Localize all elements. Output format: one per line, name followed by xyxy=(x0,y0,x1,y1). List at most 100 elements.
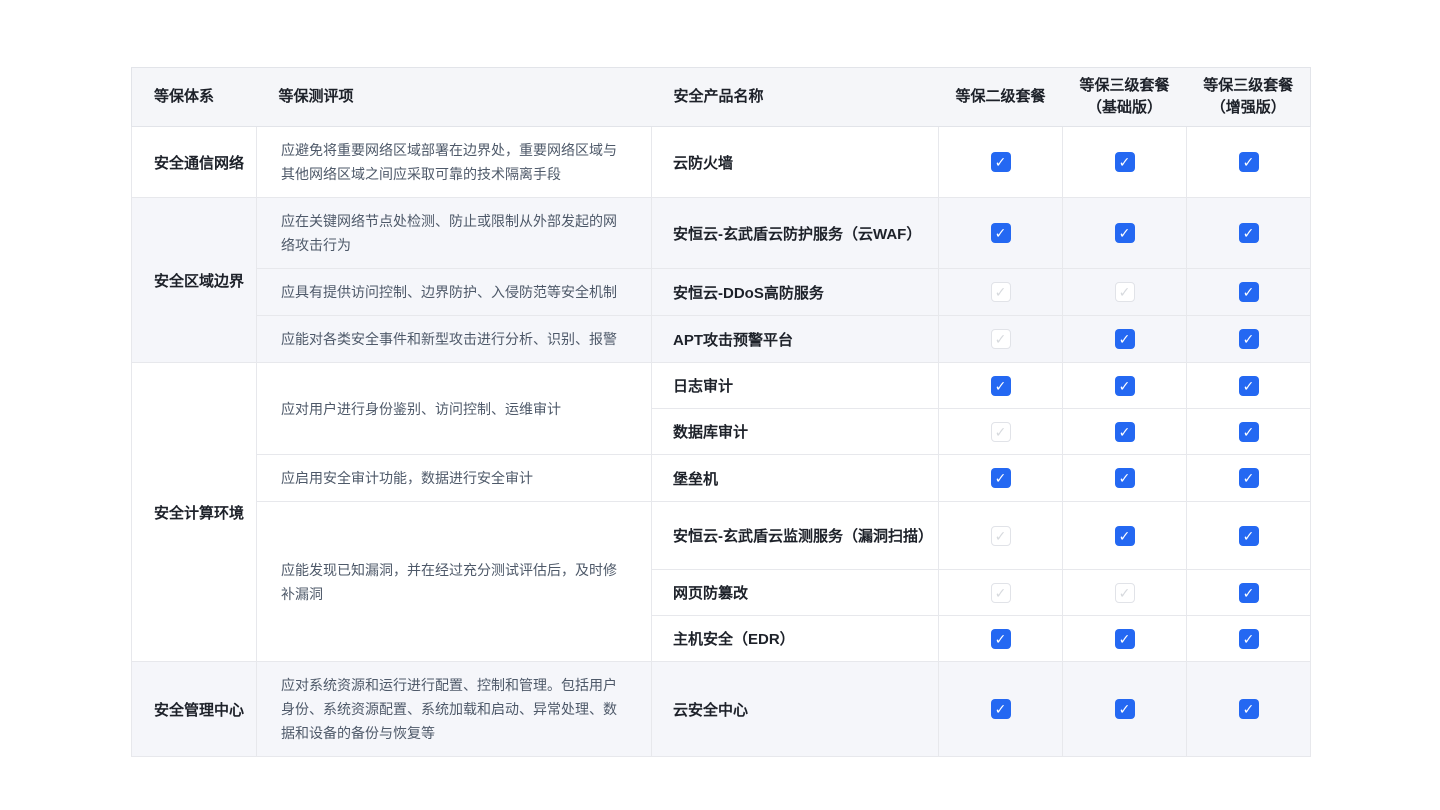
level3-enhanced-check-cell: ✓ xyxy=(1186,268,1311,316)
checkbox-checked[interactable]: ✓ xyxy=(1114,329,1135,349)
item-cell: 应避免将重要网络区域部署在边界处，重要网络区域与其他网络区域之间应采取可靠的技术… xyxy=(256,126,652,198)
level3-enhanced-check-cell: ✓ xyxy=(1186,126,1311,198)
table-row: 主机安全（EDR） ✓ ✓ ✓ xyxy=(132,615,1311,662)
level3-basic-check-cell: ✓ xyxy=(1062,268,1187,316)
column-header-label: 安全产品名称 xyxy=(673,88,764,105)
checkbox-checked[interactable]: ✓ xyxy=(990,468,1011,488)
level2-check-cell: ✓ xyxy=(938,408,1063,455)
checkbox-checked[interactable]: ✓ xyxy=(990,152,1011,172)
checkbox-checked[interactable]: ✓ xyxy=(990,628,1011,649)
level3-basic-check-cell: ✓ xyxy=(1062,454,1187,502)
level2-check-cell: ✓ xyxy=(938,268,1063,316)
item-cell: 应在关键网络节点处检测、防止或限制从外部发起的网络攻击行为 xyxy=(256,197,652,269)
checkbox-unchecked[interactable]: ✓ xyxy=(990,282,1011,302)
checkbox-checked[interactable]: ✓ xyxy=(1114,152,1135,172)
product-cell: 数据库审计 xyxy=(651,408,939,455)
level3-basic-check-cell: ✓ xyxy=(1062,362,1187,409)
column-header-item: 等保测评项 xyxy=(256,67,652,127)
product-cell: 安恒云-DDoS高防服务 xyxy=(651,268,939,316)
column-header-level2-package: 等保二级套餐 xyxy=(938,67,1063,127)
checkbox-checked[interactable]: ✓ xyxy=(1238,282,1259,302)
mlps-package-table: 等保体系 等保测评项 安全产品名称 等保二级套餐 等保三级套餐 （基础版） 等保三… xyxy=(131,67,1311,757)
checkbox-checked[interactable]: ✓ xyxy=(1238,223,1259,243)
checkbox-checked[interactable]: ✓ xyxy=(1238,525,1259,546)
checkbox-unchecked[interactable]: ✓ xyxy=(1114,582,1135,603)
checkbox-checked[interactable]: ✓ xyxy=(990,375,1011,396)
level3-basic-check-cell: ✓ xyxy=(1062,569,1187,616)
level2-check-cell: ✓ xyxy=(938,315,1063,363)
table-row: 应能发现已知漏洞，并在经过充分测试评估后，及时修补漏洞 安恒云-玄武盾云监测服务… xyxy=(132,501,1311,662)
column-header-sublabel: （基础版） xyxy=(1086,99,1162,116)
level2-check-cell: ✓ xyxy=(938,197,1063,269)
checkbox-checked[interactable]: ✓ xyxy=(1114,525,1135,546)
level3-enhanced-check-cell: ✓ xyxy=(1186,501,1311,570)
level3-basic-check-cell: ✓ xyxy=(1062,315,1187,363)
checkbox-checked[interactable]: ✓ xyxy=(1238,468,1259,488)
checkbox-checked[interactable]: ✓ xyxy=(990,223,1011,243)
column-header-label: 等保三级套餐 xyxy=(1203,77,1294,94)
checkbox-checked[interactable]: ✓ xyxy=(1238,152,1259,172)
checkbox-checked[interactable]: ✓ xyxy=(1114,375,1135,396)
table-row: 安全区域边界 应在关键网络节点处检测、防止或限制从外部发起的网络攻击行为 安恒云… xyxy=(131,197,1311,363)
level3-enhanced-check-cell: ✓ xyxy=(1186,197,1311,269)
level2-check-cell: ✓ xyxy=(938,661,1063,757)
checkbox-checked[interactable]: ✓ xyxy=(1238,329,1259,349)
table-row: 应能对各类安全事件和新型攻击进行分析、识别、报警 APT攻击预警平台 ✓ ✓ ✓ xyxy=(132,315,1311,363)
system-cell: 安全通信网络 xyxy=(131,126,257,198)
header-row: 等保体系 等保测评项 安全产品名称 等保二级套餐 等保三级套餐 （基础版） 等保三… xyxy=(131,67,1311,127)
level2-check-cell: ✓ xyxy=(938,569,1063,616)
product-cell: 主机安全（EDR） xyxy=(651,615,939,662)
level2-check-cell: ✓ xyxy=(938,454,1063,502)
mlps-package-comparison: 等保体系 等保测评项 安全产品名称 等保二级套餐 等保三级套餐 （基础版） 等保三… xyxy=(131,67,1311,757)
level3-enhanced-check-cell: ✓ xyxy=(1186,569,1311,616)
checkbox-checked[interactable]: ✓ xyxy=(1114,699,1135,719)
level3-enhanced-check-cell: ✓ xyxy=(1186,408,1311,455)
product-cell: 云安全中心 xyxy=(651,661,939,757)
column-header-label: 等保体系 xyxy=(154,88,215,105)
item-cell: 应能对各类安全事件和新型攻击进行分析、识别、报警 xyxy=(256,315,652,363)
level3-basic-check-cell: ✓ xyxy=(1062,661,1187,757)
level2-check-cell: ✓ xyxy=(938,362,1063,409)
column-header-system: 等保体系 xyxy=(131,67,257,127)
item-cell: 应具有提供访问控制、边界防护、入侵防范等安全机制 xyxy=(256,268,652,316)
checkbox-checked[interactable]: ✓ xyxy=(1238,628,1259,649)
level2-check-cell: ✓ xyxy=(938,126,1063,198)
checkbox-checked[interactable]: ✓ xyxy=(1238,699,1259,719)
level3-basic-check-cell: ✓ xyxy=(1062,197,1187,269)
checkbox-unchecked[interactable]: ✓ xyxy=(990,421,1011,442)
item-cell: 应对系统资源和运行进行配置、控制和管理。包括用户身份、系统资源配置、系统加载和启… xyxy=(256,661,652,757)
checkbox-unchecked[interactable]: ✓ xyxy=(990,329,1011,349)
product-cell: 云防火墙 xyxy=(651,126,939,198)
level3-basic-check-cell: ✓ xyxy=(1062,408,1187,455)
level3-basic-check-cell: ✓ xyxy=(1062,501,1187,570)
product-cell: 网页防篡改 xyxy=(651,569,939,616)
system-cell: 安全计算环境 xyxy=(131,362,257,662)
level3-basic-check-cell: ✓ xyxy=(1062,615,1187,662)
system-cell: 安全区域边界 xyxy=(131,197,257,363)
checkbox-checked[interactable]: ✓ xyxy=(1238,582,1259,603)
checkbox-unchecked[interactable]: ✓ xyxy=(990,582,1011,603)
product-cell: 日志审计 xyxy=(651,362,939,409)
column-header-sublabel: （增强版） xyxy=(1210,99,1286,116)
product-cell: 安恒云-玄武盾云防护服务（云WAF） xyxy=(651,197,939,269)
table-row: 安全管理中心 应对系统资源和运行进行配置、控制和管理。包括用户身份、系统资源配置… xyxy=(131,661,1311,757)
product-cell: 堡垒机 xyxy=(651,454,939,502)
checkbox-checked[interactable]: ✓ xyxy=(1114,628,1135,649)
table-row: 网页防篡改 ✓ ✓ ✓ xyxy=(132,569,1311,616)
checkbox-checked[interactable]: ✓ xyxy=(1238,421,1259,442)
checkbox-unchecked[interactable]: ✓ xyxy=(990,525,1011,546)
level3-enhanced-check-cell: ✓ xyxy=(1186,362,1311,409)
checkbox-checked[interactable]: ✓ xyxy=(1114,421,1135,442)
product-cell: APT攻击预警平台 xyxy=(651,315,939,363)
checkbox-unchecked[interactable]: ✓ xyxy=(1114,282,1135,302)
item-cell: 应启用安全审计功能，数据进行安全审计 xyxy=(256,454,652,502)
table-row: 应具有提供访问控制、边界防护、入侵防范等安全机制 安恒云-DDoS高防服务 ✓ … xyxy=(132,268,1311,316)
checkbox-checked[interactable]: ✓ xyxy=(1114,223,1135,243)
checkbox-checked[interactable]: ✓ xyxy=(1238,375,1259,396)
checkbox-checked[interactable]: ✓ xyxy=(990,699,1011,719)
checkbox-checked[interactable]: ✓ xyxy=(1114,468,1135,488)
level3-enhanced-check-cell: ✓ xyxy=(1186,615,1311,662)
level3-enhanced-check-cell: ✓ xyxy=(1186,661,1311,757)
column-header-level3-basic-package: 等保三级套餐 （基础版） xyxy=(1062,67,1187,127)
item-cell: 应对用户进行身份鉴别、访问控制、运维审计 xyxy=(256,362,652,455)
